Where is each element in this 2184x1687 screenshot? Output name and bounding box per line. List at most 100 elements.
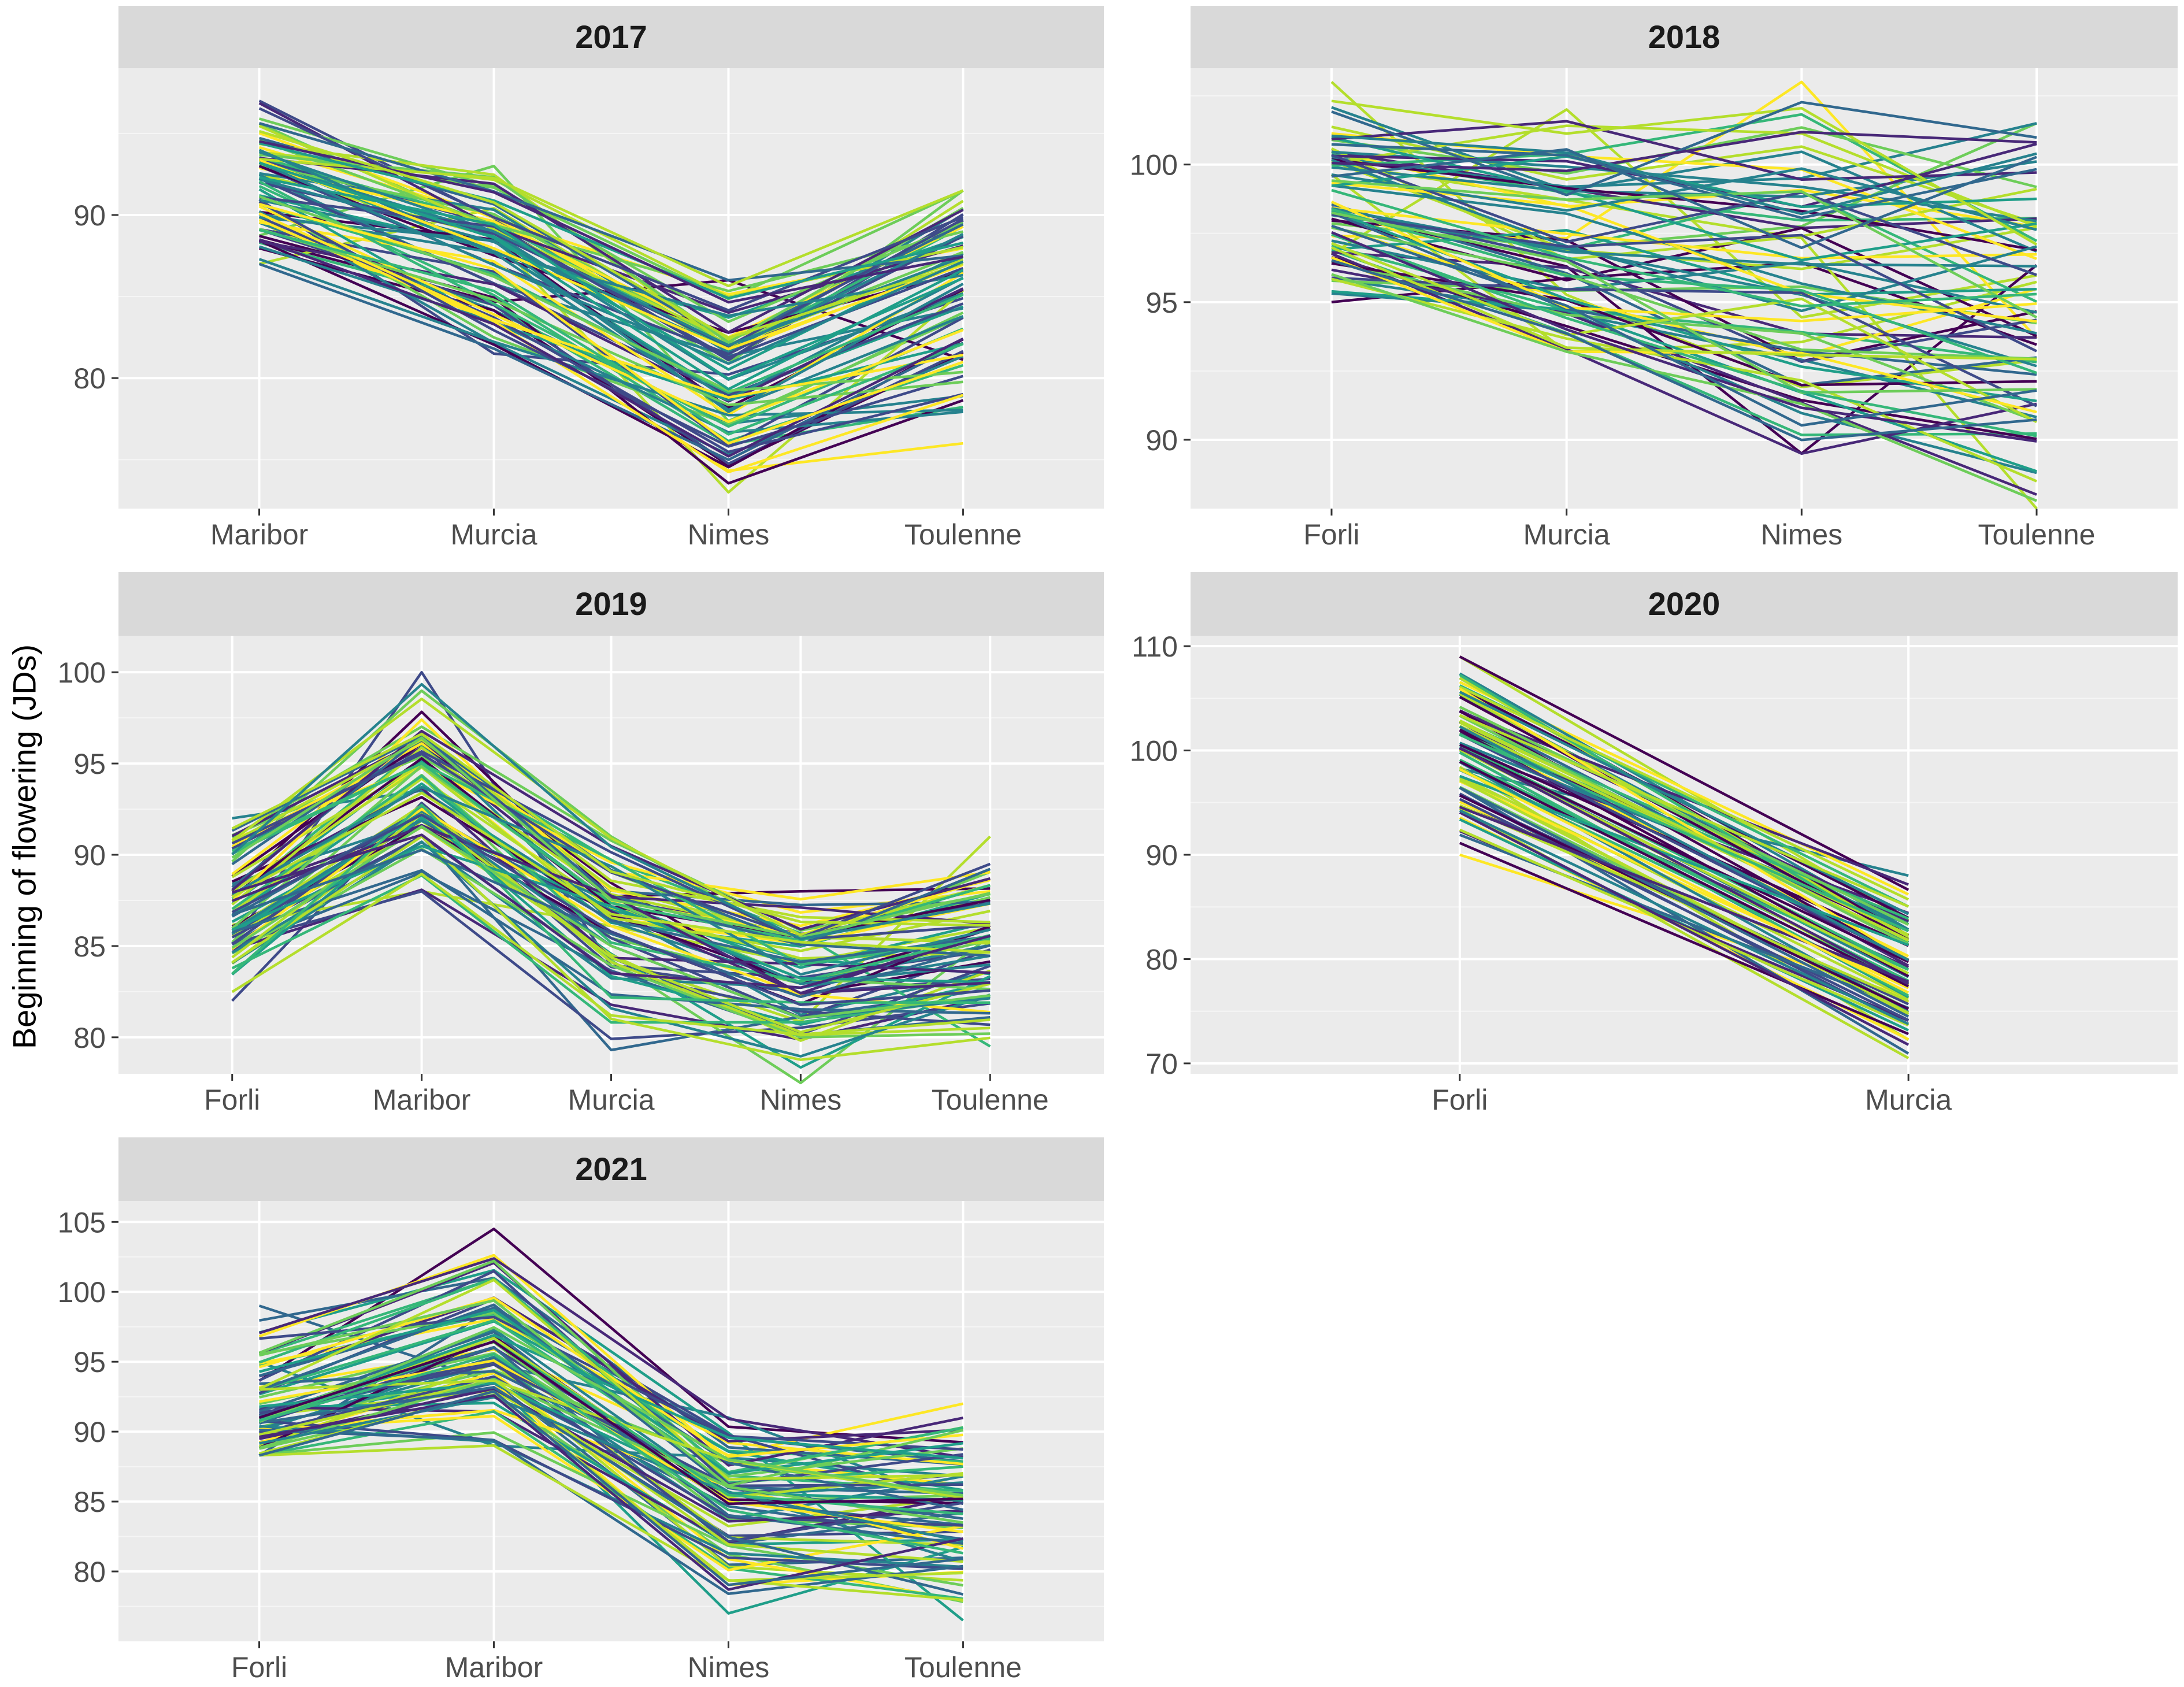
- series-line: [232, 833, 991, 989]
- series-line: [1459, 746, 1909, 985]
- x-tick-label: Nimes: [688, 1651, 770, 1684]
- y-tick-label: 95: [73, 748, 106, 780]
- series-line: [1459, 687, 1909, 961]
- series-line: [1459, 760, 1909, 988]
- series-line: [1459, 774, 1909, 947]
- y-tick-label: 110: [1132, 631, 1178, 663]
- series-line: [258, 218, 964, 474]
- y-tick-label: 90: [73, 1416, 106, 1448]
- y-tick-label: 80: [73, 1556, 106, 1588]
- series-line: [1331, 211, 2037, 394]
- series-lines: [258, 99, 964, 494]
- series-line: [259, 213, 964, 411]
- series-line: [258, 161, 964, 391]
- series-line: [258, 1319, 963, 1493]
- series-line: [1459, 691, 1909, 915]
- series-line: [1331, 212, 2037, 376]
- series-line: [1331, 167, 2037, 231]
- x-tick-label: Forli: [204, 1084, 260, 1116]
- series-line: [1331, 134, 2037, 216]
- series-line: [258, 1257, 963, 1459]
- series-lines: [1330, 80, 2038, 510]
- series-line: [1459, 809, 1909, 1025]
- series-line: [231, 825, 991, 995]
- series-line: [258, 1277, 963, 1474]
- x-tick-label: Forli: [1432, 1084, 1488, 1116]
- series-line: [1331, 136, 2037, 262]
- facet-strip: [118, 1137, 1104, 1201]
- series-line: [1459, 725, 1909, 962]
- series-line: [1331, 179, 2038, 319]
- x-tick-label: Toulenne: [1978, 518, 2096, 551]
- series-line: [259, 1381, 963, 1502]
- series-line: [259, 1386, 963, 1596]
- facet-2020: 2020 70 80 90 100 110 Forli Murcia: [1130, 572, 2178, 1116]
- series-line: [1459, 685, 1909, 901]
- y-tick-label: 90: [73, 199, 106, 232]
- y-tick-label: 100: [58, 657, 106, 689]
- series-line: [1331, 181, 2037, 323]
- series-line: [1331, 131, 2037, 172]
- series-line: [1331, 273, 2037, 502]
- facet-2017: 2017 80 90 Maribor Murcia Nimes Toulenne: [73, 6, 1104, 551]
- series-line: [1459, 733, 1909, 932]
- series-line: [1331, 162, 2038, 510]
- series-line: [231, 809, 991, 963]
- facet-title: 2018: [1648, 18, 1720, 55]
- series-line: [1459, 743, 1909, 947]
- y-tick-label: 95: [73, 1346, 106, 1378]
- series-line: [259, 1406, 963, 1544]
- series-line: [1459, 710, 1909, 886]
- facet-strip: [118, 572, 1104, 636]
- x-tick-label: Toulenne: [904, 518, 1022, 551]
- y-tick-label: 90: [1145, 424, 1178, 457]
- series-line: [231, 848, 991, 999]
- facet-title: 2017: [575, 18, 647, 55]
- series-line: [258, 1326, 963, 1497]
- series-line: [258, 159, 964, 351]
- x-tick-label: Murcia: [451, 518, 537, 551]
- series-line: [258, 1296, 963, 1458]
- series-line: [258, 238, 964, 458]
- y-tick-label: 70: [1145, 1048, 1178, 1080]
- series-line: [259, 203, 964, 445]
- series-line: [259, 181, 964, 348]
- x-tick-label: Nimes: [760, 1084, 842, 1116]
- series-line: [259, 198, 964, 401]
- series-line: [1331, 206, 2037, 260]
- series-line: [1331, 268, 2037, 496]
- y-tick-label: 80: [1145, 943, 1178, 976]
- series-line: [231, 785, 991, 976]
- series-line: [231, 813, 991, 1006]
- x-tick-label: Nimes: [688, 518, 770, 551]
- series-line: [258, 122, 963, 282]
- series-line: [1331, 279, 2037, 325]
- series-line: [231, 683, 991, 940]
- series-lines: [1459, 655, 1909, 1059]
- x-tick-label: Murcia: [568, 1084, 654, 1116]
- series-line: [1331, 158, 2037, 313]
- series-line: [1459, 841, 1909, 1036]
- y-tick-label: 85: [73, 1486, 106, 1518]
- series-line: [1331, 201, 2037, 322]
- series-line: [1331, 148, 2037, 250]
- series-line: [231, 835, 991, 1061]
- series-line: [1331, 154, 2037, 276]
- series-line: [231, 762, 991, 966]
- series-line: [1459, 806, 1909, 983]
- series-line: [1331, 206, 2037, 364]
- series-line: [258, 1340, 963, 1506]
- facet-title: 2021: [575, 1151, 647, 1187]
- series-line: [258, 1340, 963, 1515]
- facet-2018: 2018 90 95 100 Forli Murcia Nimes Toulenne: [1130, 6, 2178, 551]
- facet-strip: [1191, 6, 2178, 68]
- facet-title: 2020: [1648, 585, 1720, 622]
- series-lines: [231, 670, 991, 1085]
- series-line: [231, 774, 991, 983]
- series-line: [259, 1379, 963, 1500]
- y-tick-label: 100: [1130, 149, 1178, 181]
- series-line: [258, 227, 963, 407]
- series-line: [231, 803, 991, 1004]
- series-line: [1459, 714, 1909, 908]
